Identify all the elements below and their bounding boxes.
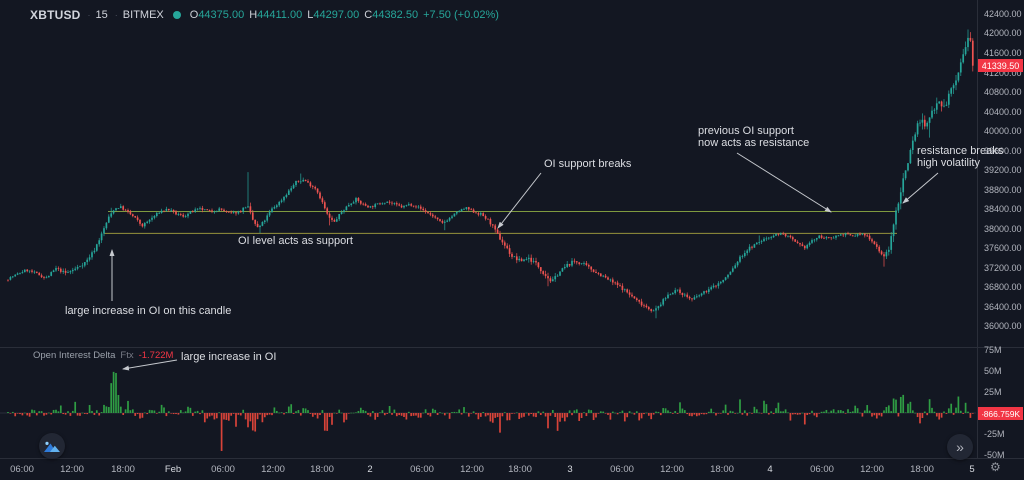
price-axis-label: 42400.00: [984, 9, 1022, 19]
time-axis-label: 18:00: [710, 464, 734, 475]
time-axis-label: 12:00: [860, 464, 884, 475]
oi-axis-label: 75M: [984, 345, 1002, 355]
high-value: 44411.00: [257, 9, 303, 21]
time-axis-label: 06:00: [211, 464, 235, 475]
last-price-tag: 41339.50: [978, 59, 1023, 72]
annotation-text: resistance breaks: [917, 145, 1004, 157]
axis-settings-gear-icon[interactable]: ⚙: [990, 461, 1001, 473]
price-axis-label: 42000.00: [984, 28, 1022, 38]
price-axis-label: 40800.00: [984, 87, 1022, 97]
annotation-previous-oi-support-resistance[interactable]: previous OI support now acts as resistanc…: [698, 125, 810, 149]
annotation-text: previous OI support: [698, 125, 794, 137]
annotation-text: OI level acts as support: [238, 235, 353, 247]
change-value: +7.50 (+0.02%): [423, 9, 499, 21]
time-axis-label: 06:00: [810, 464, 834, 475]
price-axis-label: 40000.00: [984, 126, 1022, 136]
symbol-legend: XBTUSD · 15 · BITMEX O44375.00 H44411.00…: [30, 8, 499, 22]
price-axis-label: 37200.00: [984, 263, 1022, 273]
low-label: L: [307, 9, 314, 21]
annotation-text: large increase in OI: [181, 351, 277, 363]
ohlc-readout: O44375.00 H44411.00 L44297.00 C44382.50 …: [190, 9, 499, 21]
annotation-arrows[interactable]: [109, 152, 939, 371]
open-value: 44375.00: [198, 9, 245, 21]
oi-axis-label: 50M: [984, 366, 1002, 376]
time-axis-label: 12:00: [660, 464, 684, 475]
time-axis-label: 2: [367, 464, 373, 475]
indicator-source: Ftx: [120, 350, 134, 361]
time-axis-label: 06:00: [410, 464, 434, 475]
close-label: C: [364, 9, 373, 21]
annotation-large-increase-oi-candle[interactable]: large increase in OI on this candle: [65, 305, 232, 318]
market-status-dot-icon: [172, 11, 181, 19]
price-axis-label: 40400.00: [984, 107, 1022, 117]
open-label: O: [189, 9, 199, 21]
gear-glyph: ⚙: [990, 460, 1001, 474]
double-chevron-right-icon: »: [956, 439, 964, 455]
close-value: 44382.50: [372, 9, 419, 21]
annotation-resistance-breaks[interactable]: resistance breaks high volatility: [917, 145, 1004, 169]
price-axis-label: 39200.00: [984, 165, 1022, 175]
price-axis-label: 36800.00: [984, 282, 1022, 292]
annotation-text: large increase in OI on this candle: [65, 305, 232, 317]
indicator-value: -1.722M: [138, 350, 174, 361]
price-axis-label: 36400.00: [984, 302, 1022, 312]
oi-axis-label: -50M: [984, 450, 1005, 460]
price-axis-divider: [977, 0, 978, 458]
price-axis-label: 38400.00: [984, 204, 1022, 214]
annotation-text: now acts as resistance: [698, 136, 810, 149]
low-value: 44297.00: [313, 9, 360, 21]
interval-label[interactable]: 15: [95, 9, 108, 21]
price-axis-label: 38000.00: [984, 224, 1022, 234]
scroll-to-latest-button[interactable]: »: [947, 434, 973, 460]
oi-axis-label: -25M: [984, 429, 1005, 439]
last-price-value: 41339.50: [981, 60, 1020, 71]
exchange-label[interactable]: BITMEX: [122, 9, 164, 21]
oi-last-value: -866.759K: [980, 408, 1021, 419]
pane-divider[interactable]: [0, 347, 1024, 348]
price-axis-label: 41600.00: [984, 48, 1022, 58]
time-axis-label: 18:00: [508, 464, 532, 475]
annotation-text: OI support breaks: [544, 158, 632, 170]
chart-logo-button[interactable]: [39, 433, 65, 459]
price-axis-label: 36000.00: [984, 321, 1022, 331]
mountains-icon: [44, 441, 60, 452]
price-axis-label: 37600.00: [984, 243, 1022, 253]
legend-separator: ·: [114, 10, 118, 20]
oi-last-value-tag: -866.759K: [978, 407, 1023, 420]
oi-delta-histogram: [7, 371, 974, 451]
oi-axis-label: 25M: [984, 387, 1002, 397]
time-axis-label: 4: [767, 464, 773, 475]
time-axis-label: 06:00: [10, 464, 34, 475]
time-axis-label: 3: [567, 464, 573, 475]
candlestick-series: [7, 29, 974, 319]
annotation-oi-support-breaks[interactable]: OI support breaks: [544, 158, 632, 171]
oi-level-lines[interactable]: [104, 210, 897, 234]
time-axis-label: 18:00: [111, 464, 135, 475]
time-axis-label: 12:00: [460, 464, 484, 475]
price-axis-label: 38800.00: [984, 185, 1022, 195]
time-axis-label: 12:00: [60, 464, 84, 475]
time-axis-label: 12:00: [261, 464, 285, 475]
annotation-text: high volatility: [917, 156, 980, 169]
time-axis-label: 18:00: [310, 464, 334, 475]
price-axis-label: 39600.00: [984, 146, 1022, 156]
indicator-legend: Open Interest Delta Ftx -1.722M: [33, 350, 173, 361]
high-label: H: [249, 9, 258, 21]
time-axis-label: 18:00: [910, 464, 934, 475]
symbol-name[interactable]: XBTUSD: [30, 8, 81, 22]
time-axis-label: Feb: [164, 464, 182, 475]
time-axis-label: 06:00: [610, 464, 634, 475]
indicator-title[interactable]: Open Interest Delta: [33, 350, 116, 361]
time-axis-label: 5: [969, 464, 975, 475]
price-axis-label: 41200.00: [984, 68, 1022, 78]
legend-separator: ·: [87, 10, 91, 20]
annotation-oi-level-support[interactable]: OI level acts as support: [238, 235, 353, 248]
time-axis-divider: [0, 458, 1024, 459]
annotation-large-increase-oi[interactable]: large increase in OI: [181, 351, 277, 364]
